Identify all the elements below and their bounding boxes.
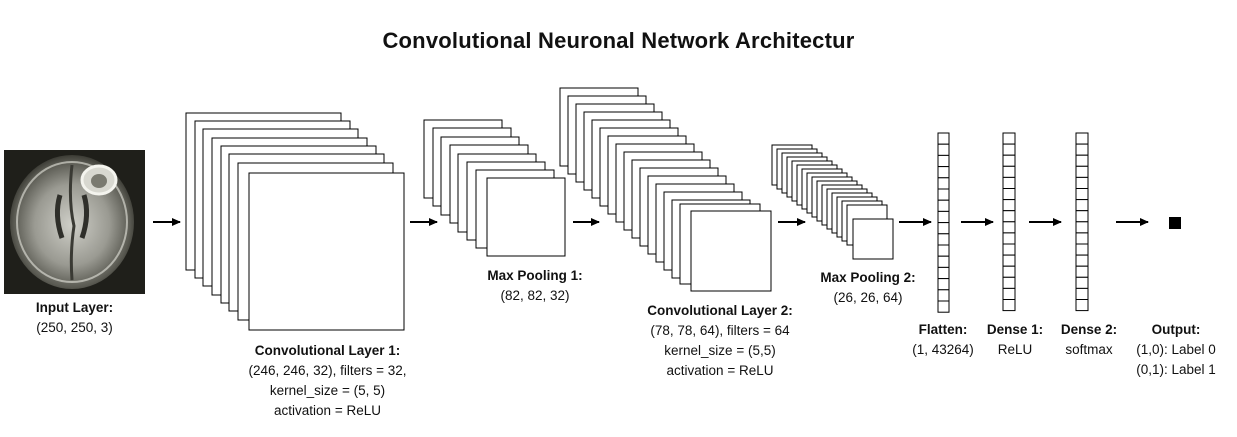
input-mri-image bbox=[4, 150, 145, 294]
vector-cell bbox=[1075, 243, 1089, 256]
conv1-label: Convolutional Layer 1: (246, 246, 32), f… bbox=[215, 341, 440, 421]
vector-cell bbox=[1075, 221, 1089, 234]
output-label: Output: (1,0): Label 0 (0,1): Label 1 bbox=[1126, 320, 1226, 380]
vector-cell bbox=[937, 166, 950, 179]
conv1-feature-map-stack bbox=[185, 112, 405, 331]
vector-cell bbox=[1075, 176, 1089, 189]
vector-cell bbox=[937, 289, 950, 302]
vector-cell bbox=[1075, 154, 1089, 167]
vector-cell bbox=[937, 199, 950, 212]
vector-cell bbox=[1075, 199, 1089, 212]
vector-cell bbox=[1002, 176, 1016, 189]
vector-cell bbox=[1075, 188, 1089, 201]
vector-cell bbox=[1075, 232, 1089, 245]
vector-cell bbox=[937, 244, 950, 257]
flatten-name: Flatten: bbox=[918, 322, 968, 337]
vector-cell bbox=[1002, 254, 1016, 267]
vector-cell bbox=[1002, 265, 1016, 278]
vector-cell bbox=[1002, 154, 1016, 167]
output-label-1: (0,1): Label 1 bbox=[1136, 362, 1216, 377]
dense1-vector bbox=[1002, 132, 1016, 312]
vector-cell bbox=[1075, 276, 1089, 289]
diagram-title: Convolutional Neuronal Network Architect… bbox=[382, 28, 855, 53]
vector-cell bbox=[1075, 132, 1089, 145]
dense1-activation: ReLU bbox=[997, 342, 1033, 357]
vector-cell bbox=[937, 188, 950, 201]
pool1-label: Max Pooling 1: (82, 82, 32) bbox=[465, 266, 605, 306]
conv2-kernel: kernel_size = (5,5) bbox=[664, 343, 776, 358]
vector-cell bbox=[1075, 265, 1089, 278]
conv1-kernel: kernel_size = (5, 5) bbox=[269, 383, 386, 398]
pool2-label: Max Pooling 2: (26, 26, 64) bbox=[800, 268, 936, 308]
conv2-label: Convolutional Layer 2: (78, 78, 64), fil… bbox=[610, 301, 830, 381]
conv1-shape-filters: (246, 246, 32), filters = 32, bbox=[248, 363, 407, 378]
vector-cell bbox=[937, 132, 950, 145]
pool1-shape: (82, 82, 32) bbox=[500, 288, 570, 303]
dense1-label: Dense 1: ReLU bbox=[980, 320, 1050, 360]
pool2-shape: (26, 26, 64) bbox=[833, 290, 903, 305]
input-layer-shape: (250, 250, 3) bbox=[36, 320, 113, 335]
vector-cell bbox=[937, 300, 950, 313]
vector-cell bbox=[1002, 199, 1016, 212]
dense1-name: Dense 1: bbox=[986, 322, 1044, 337]
vector-cell bbox=[1075, 299, 1089, 312]
flatten-vector bbox=[937, 132, 950, 313]
vector-cell bbox=[1002, 287, 1016, 300]
flatten-label: Flatten: (1, 43264) bbox=[898, 320, 988, 360]
pool2-feature-map-stack bbox=[771, 144, 894, 260]
output-label-0: (1,0): Label 0 bbox=[1136, 342, 1216, 357]
vector-cell bbox=[937, 177, 950, 190]
pool1-feature-map-stack bbox=[423, 119, 566, 257]
vector-cell bbox=[1002, 132, 1016, 145]
vector-cell bbox=[1002, 299, 1016, 312]
conv2-shape-filters: (78, 78, 64), filters = 64 bbox=[650, 323, 790, 338]
vector-cell bbox=[1002, 221, 1016, 234]
dense2-vector bbox=[1075, 132, 1089, 312]
conv2-name: Convolutional Layer 2: bbox=[647, 303, 793, 318]
input-layer-label: Input Layer: (250, 250, 3) bbox=[4, 298, 145, 338]
conv2-feature-map-stack bbox=[559, 87, 772, 292]
vector-cell bbox=[1002, 243, 1016, 256]
output-name: Output: bbox=[1151, 322, 1201, 337]
vector-cell bbox=[1075, 287, 1089, 300]
conv2-activation: activation = ReLU bbox=[666, 363, 774, 378]
flatten-shape: (1, 43264) bbox=[912, 342, 974, 357]
vector-cell bbox=[1002, 232, 1016, 245]
vector-cell bbox=[937, 222, 950, 235]
conv1-name: Convolutional Layer 1: bbox=[254, 343, 401, 358]
vector-cell bbox=[1002, 143, 1016, 156]
vector-cell bbox=[1002, 188, 1016, 201]
vector-cell bbox=[937, 255, 950, 268]
pool1-name: Max Pooling 1: bbox=[487, 268, 583, 283]
vector-cell bbox=[1075, 143, 1089, 156]
vector-cell bbox=[1002, 165, 1016, 178]
vector-cell bbox=[1075, 254, 1089, 267]
pool2-name: Max Pooling 2: bbox=[820, 270, 916, 285]
conv1-activation: activation = ReLU bbox=[274, 403, 381, 418]
vector-cell bbox=[937, 210, 950, 224]
input-layer-name: Input Layer: bbox=[35, 300, 114, 315]
output-node bbox=[1169, 217, 1181, 229]
vector-cell bbox=[1075, 210, 1089, 223]
vector-cell bbox=[937, 143, 950, 156]
vector-cell bbox=[937, 154, 950, 168]
dense2-label: Dense 2: softmax bbox=[1053, 320, 1125, 360]
vector-cell bbox=[937, 266, 950, 280]
dense2-activation: softmax bbox=[1065, 342, 1113, 357]
vector-cell bbox=[1002, 210, 1016, 223]
vector-cell bbox=[1002, 276, 1016, 289]
vector-cell bbox=[1075, 165, 1089, 178]
vector-cell bbox=[937, 233, 950, 246]
dense2-name: Dense 2: bbox=[1060, 322, 1118, 337]
vector-cell bbox=[937, 278, 950, 291]
